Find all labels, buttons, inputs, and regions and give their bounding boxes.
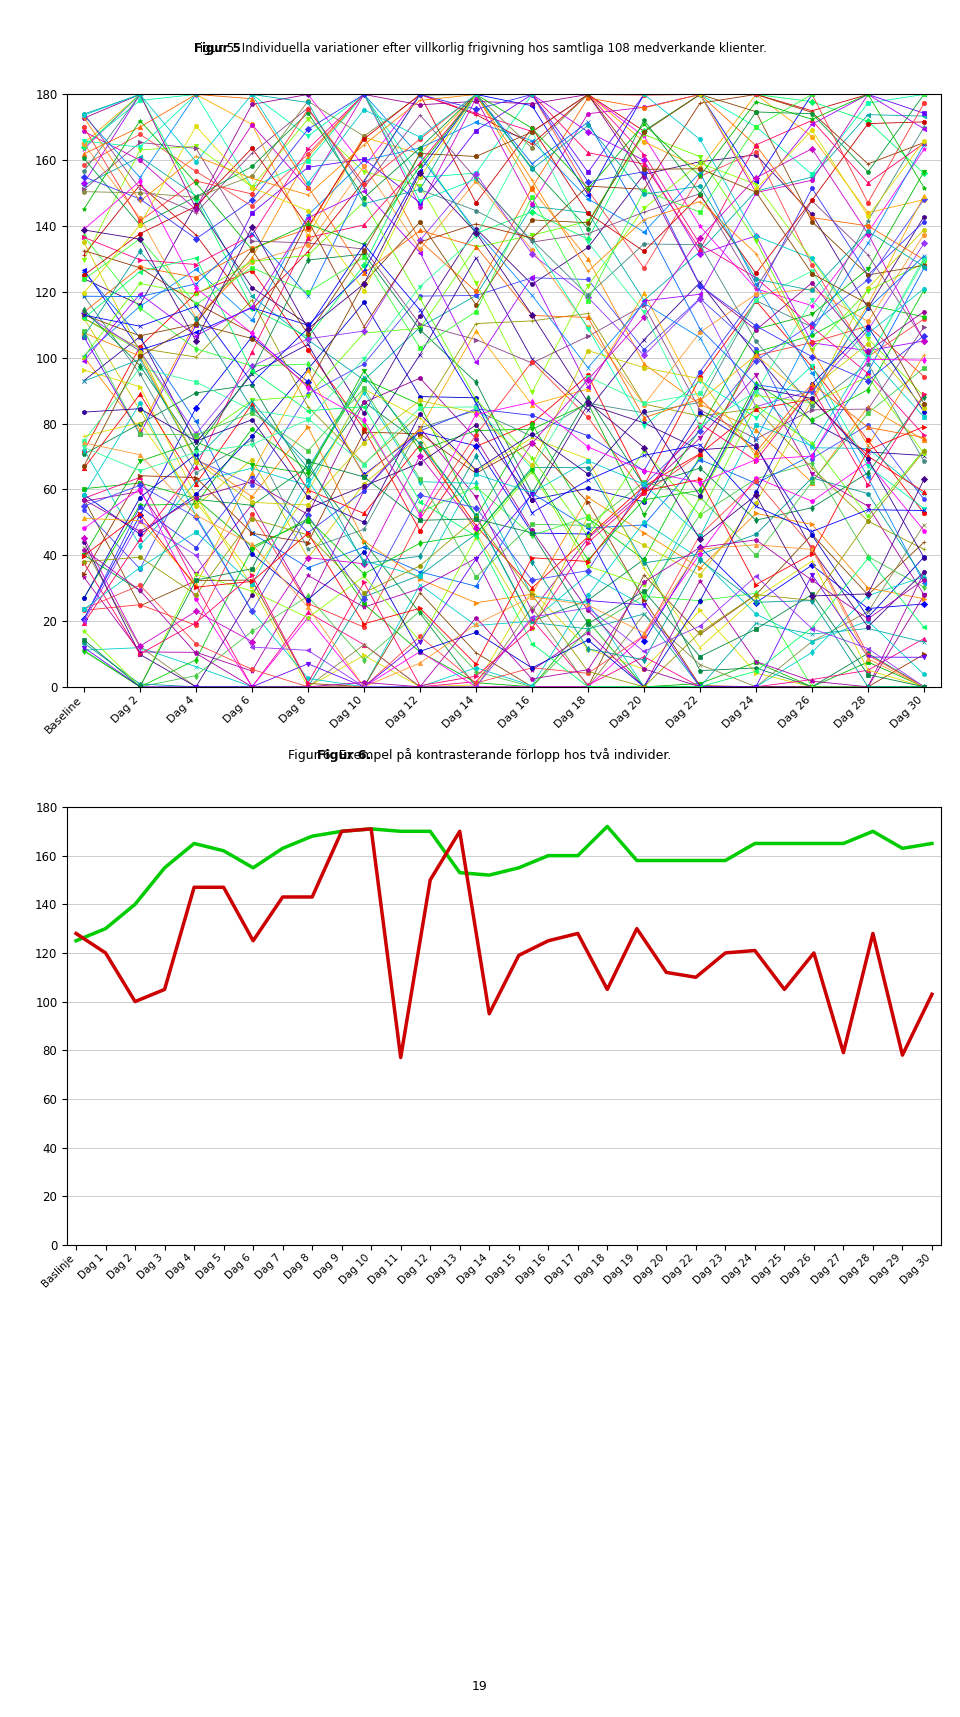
Text: 19: 19 — [472, 1679, 488, 1693]
Text: Figur 6. Exempel på kontrasterande förlopp hos två individer.: Figur 6. Exempel på kontrasterande förlo… — [288, 749, 672, 762]
Text: Figur 5. Individuella variationer efter villkorlig frigivning hos samtliga 108 m: Figur 5. Individuella variationer efter … — [194, 41, 766, 55]
Text: Figur 5: Figur 5 — [194, 41, 241, 55]
Text: Figur 6.: Figur 6. — [317, 749, 372, 762]
